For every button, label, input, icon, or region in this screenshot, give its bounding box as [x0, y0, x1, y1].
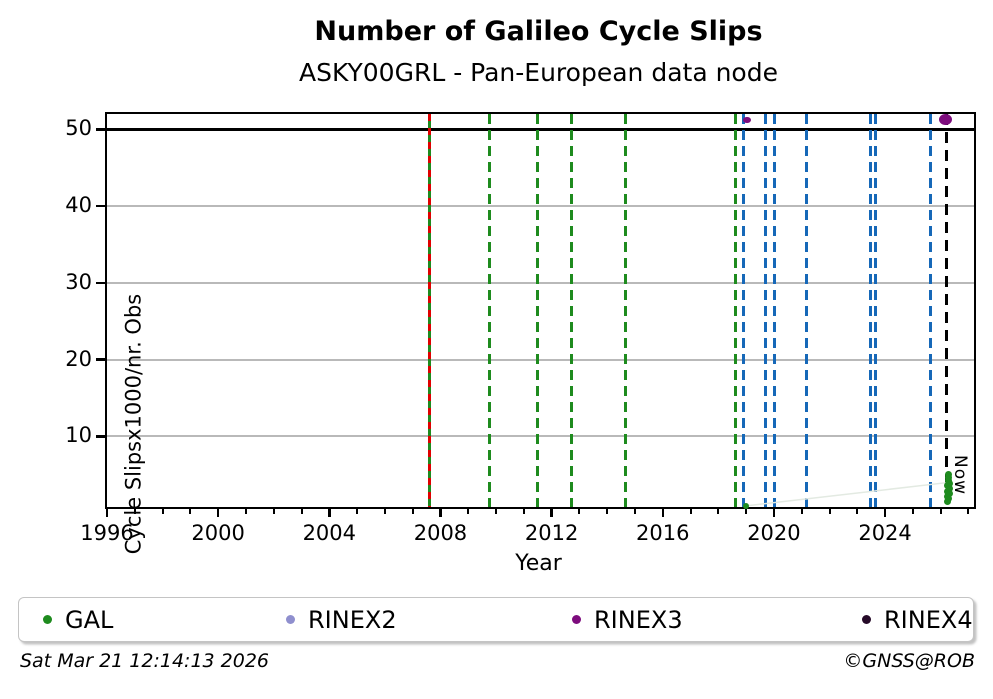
- y-tick: [96, 128, 105, 131]
- x-minor-tick: [689, 509, 692, 514]
- x-major-tick: [550, 509, 553, 517]
- x-minor-tick: [356, 509, 359, 514]
- legend-item-rinex4: RINEX4: [862, 598, 973, 641]
- x-minor-tick: [272, 509, 275, 514]
- x-tick-label: 2020: [747, 521, 801, 545]
- x-major-tick: [772, 509, 776, 517]
- gal-point: [944, 471, 952, 479]
- y-tick-label: 30: [65, 269, 92, 294]
- rinex3-point: [939, 114, 953, 126]
- x-minor-tick: [578, 509, 581, 514]
- gridline-y10: [107, 435, 974, 438]
- x-minor-tick: [189, 509, 192, 514]
- plot-area: 10 20 30 40 50 1996 2000 2004 2008 2012 2016 2020 20…: [65, 112, 976, 554]
- x-major-tick: [105, 509, 109, 517]
- x-minor-tick: [939, 509, 942, 514]
- x-minor-tick: [244, 509, 247, 514]
- x-minor-tick: [856, 509, 859, 514]
- credit-text: ©GNSS@ROB: [843, 650, 975, 672]
- x-minor-tick: [967, 509, 970, 514]
- blue-event: [929, 114, 933, 507]
- y-tick: [96, 358, 105, 361]
- rinex2-marker-icon: [286, 615, 295, 624]
- x-tick-label: 2012: [524, 521, 579, 545]
- x-minor-tick: [633, 509, 636, 514]
- x-tick-label: 1996: [80, 521, 134, 545]
- blue-event: [805, 114, 809, 507]
- gridline-y30: [107, 281, 974, 284]
- x-tick-label: 2024: [858, 521, 912, 545]
- gal-marker-icon: [43, 615, 52, 624]
- x-minor-tick: [911, 509, 914, 514]
- x-minor-tick: [522, 509, 525, 514]
- green-event: [734, 114, 738, 507]
- x-minor-tick: [300, 509, 303, 514]
- blue-event: [873, 114, 877, 507]
- y-tick-label: 20: [65, 346, 92, 371]
- legend-item-rinex3: RINEX3: [572, 598, 683, 641]
- x-minor-tick: [717, 509, 720, 514]
- x-major-tick: [883, 509, 887, 517]
- gal-connector-line: [746, 481, 949, 507]
- rinex3-point: [743, 117, 751, 124]
- chart-title: Number of Galileo Cycle Slips: [314, 16, 763, 47]
- x-minor-tick: [606, 509, 609, 514]
- rinex3-marker-icon: [572, 615, 581, 624]
- green-event: [487, 114, 491, 507]
- threshold-line-50: [107, 127, 974, 131]
- blue-event: [763, 114, 767, 507]
- legend-item-label: RINEX3: [594, 605, 683, 634]
- green-event: [536, 114, 540, 507]
- legend-item-label: RINEX4: [884, 605, 973, 634]
- blue-event: [742, 114, 746, 507]
- legend: GAL RINEX2 RINEX3 RINEX4: [18, 597, 974, 642]
- blue-event: [772, 114, 776, 507]
- x-minor-tick: [800, 509, 803, 514]
- x-tick-label: 2008: [413, 521, 468, 545]
- x-tick-label: 2000: [191, 521, 245, 545]
- x-tick-label: 2016: [636, 521, 690, 545]
- blue-event: [868, 114, 872, 507]
- y-tick: [96, 204, 105, 208]
- legend-item-label: RINEX2: [308, 605, 397, 634]
- y-tick-label: 10: [65, 423, 92, 448]
- x-major-tick: [661, 509, 665, 517]
- y-tick-label: 50: [65, 116, 92, 141]
- x-minor-tick: [161, 509, 164, 514]
- gridline-y20: [107, 358, 974, 361]
- legend-item-label: GAL: [65, 605, 114, 634]
- x-axis-label: Year: [515, 551, 562, 576]
- x-major-tick: [439, 509, 442, 517]
- gal-point: [742, 502, 750, 509]
- legend-item-rinex2: RINEX2: [286, 598, 397, 641]
- x-minor-tick: [383, 509, 386, 514]
- timestamp-text: Sat Mar 21 12:14:13 2026: [20, 650, 270, 672]
- gridline-y40: [107, 205, 974, 208]
- x-major-tick: [216, 509, 220, 517]
- y-tick-label: 40: [65, 193, 92, 218]
- green-event: [569, 114, 573, 507]
- now-label: Now: [949, 454, 970, 495]
- x-minor-tick: [495, 509, 498, 514]
- chart-subtitle: ASKY00GRL - Pan-European data node: [299, 58, 778, 87]
- red-event: [428, 114, 432, 507]
- x-major-tick: [328, 509, 331, 517]
- x-tick-label: 2004: [302, 521, 357, 545]
- x-minor-tick: [745, 509, 748, 514]
- gal-point: [946, 485, 954, 493]
- legend-item-gal: GAL: [43, 598, 113, 641]
- x-minor-tick: [828, 509, 831, 514]
- y-tick: [96, 435, 105, 438]
- y-tick: [96, 281, 105, 285]
- rinex4-marker-icon: [862, 615, 871, 624]
- x-minor-tick: [133, 509, 136, 514]
- x-minor-tick: [467, 509, 470, 514]
- x-minor-tick: [411, 509, 414, 514]
- now-line: [945, 114, 949, 507]
- green-event: [623, 114, 627, 507]
